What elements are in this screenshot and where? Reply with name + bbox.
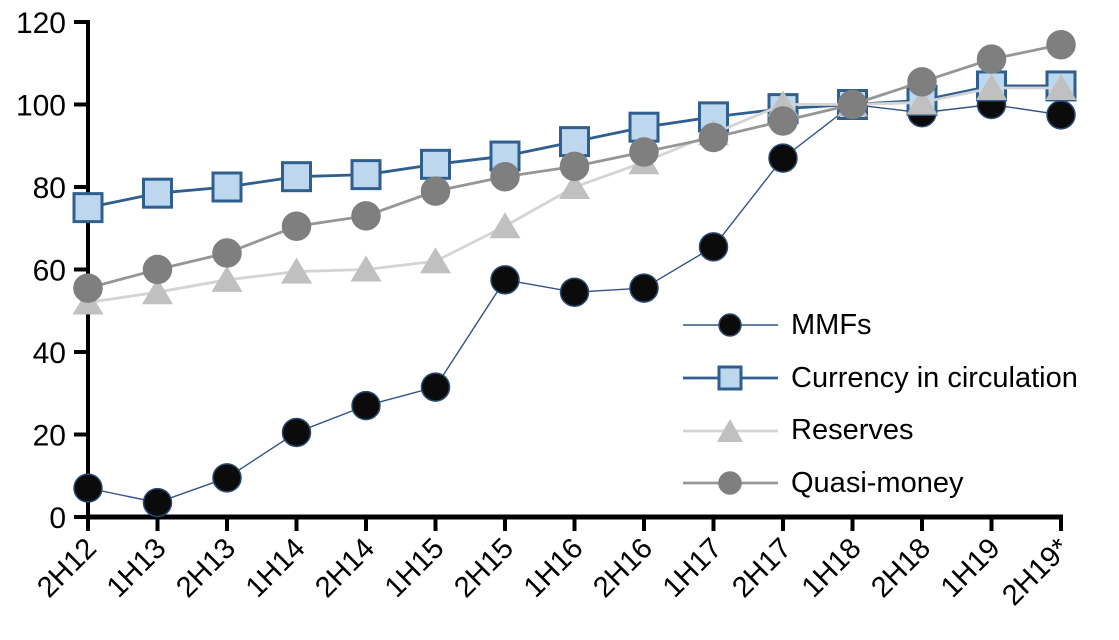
data-point-marker [490, 265, 520, 295]
x-tick-label: 1H16 [518, 532, 590, 604]
data-point-marker [211, 265, 243, 292]
chart-legend: MMFs Currency in circulation Reserves Qu… [683, 299, 1078, 510]
legend-label-quasi-money: Quasi-money [791, 466, 964, 499]
data-point-marker [559, 173, 590, 199]
legend-item-currency-in-circulation: Currency in circulation [683, 352, 1078, 405]
data-point-marker [351, 390, 381, 421]
legend-label-reserves: Reserves [791, 414, 914, 447]
y-tick-label: 20 [33, 420, 66, 453]
x-tick-label: 2H12 [31, 532, 103, 604]
data-point-marker [490, 161, 520, 192]
data-point-marker [142, 487, 173, 518]
reserves-legend-marker-icon [683, 418, 778, 442]
x-tick-label: 1H19 [935, 532, 1007, 604]
data-point-marker [698, 232, 729, 262]
data-point-marker [351, 201, 381, 231]
legend-label-currency-in-circulation: Currency in circulation [791, 361, 1078, 394]
data-point-marker [73, 273, 103, 303]
legend-label-mmfs: MMFs [791, 308, 872, 341]
y-tick-label: 40 [33, 337, 66, 370]
data-point-marker [350, 255, 382, 282]
series-quasi-money [73, 29, 1076, 303]
currency-legend-marker-icon [683, 365, 778, 391]
data-point-marker [559, 151, 590, 182]
y-tick-label: 100 [16, 90, 66, 123]
x-tick-label: 2H16 [587, 532, 659, 604]
data-point-marker [142, 177, 173, 209]
data-point-marker [768, 106, 798, 136]
x-tick-label: 1H13 [101, 532, 173, 604]
data-point-marker [698, 122, 729, 153]
data-point-marker [72, 192, 104, 224]
data-point-marker [559, 277, 590, 307]
x-tick-label: 2H13 [170, 532, 242, 604]
x-tick-label: 1H14 [240, 532, 312, 604]
legend-item-reserves: Reserves [683, 404, 1078, 457]
legend-item-mmfs: MMFs [683, 299, 1078, 352]
data-point-marker [976, 74, 1007, 100]
data-point-marker [768, 143, 798, 173]
data-point-marker [420, 148, 451, 180]
data-point-marker [142, 278, 173, 305]
y-tick-label: 120 [16, 7, 66, 40]
data-point-marker [281, 257, 312, 284]
data-point-marker [420, 176, 451, 206]
data-point-marker [281, 417, 312, 448]
legend-item-quasi-money: Quasi-money [683, 457, 1078, 510]
data-point-marker [629, 137, 659, 167]
data-point-marker [837, 89, 868, 120]
x-tick-label: 2H17 [726, 532, 798, 604]
data-point-marker [1046, 29, 1076, 60]
data-point-marker [629, 273, 659, 303]
data-point-marker [212, 463, 242, 493]
data-point-marker [142, 254, 173, 285]
y-tick-label: 80 [33, 172, 66, 205]
data-point-marker [907, 67, 937, 97]
data-point-marker [906, 88, 938, 115]
data-point-marker [1046, 100, 1076, 130]
data-point-marker [420, 247, 451, 274]
x-tick-label: 1H17 [657, 532, 729, 604]
data-point-marker [350, 159, 382, 191]
x-tick-label: 2H19* [996, 532, 1076, 612]
data-point-marker [1045, 74, 1077, 100]
x-tick-label: 2H18 [865, 532, 937, 604]
data-point-marker [420, 372, 451, 402]
data-point-marker [489, 212, 521, 239]
data-point-marker [976, 44, 1007, 74]
y-tick-label: 0 [49, 502, 66, 535]
data-point-marker [281, 161, 312, 193]
x-tick-label: 1H15 [379, 532, 451, 604]
data-point-marker [73, 473, 103, 503]
mmfs-legend-marker-icon [683, 313, 778, 338]
x-tick-label: 2H14 [309, 532, 381, 604]
data-point-marker [559, 126, 590, 158]
data-point-marker [212, 238, 242, 268]
x-tick-label: 1H18 [796, 532, 868, 604]
data-point-marker [211, 171, 243, 203]
x-tick-label: 2H15 [448, 532, 520, 604]
data-point-marker [628, 111, 660, 143]
data-point-marker [281, 211, 312, 241]
y-tick-label: 60 [33, 255, 66, 288]
quasi-money-legend-marker-icon [683, 471, 778, 496]
